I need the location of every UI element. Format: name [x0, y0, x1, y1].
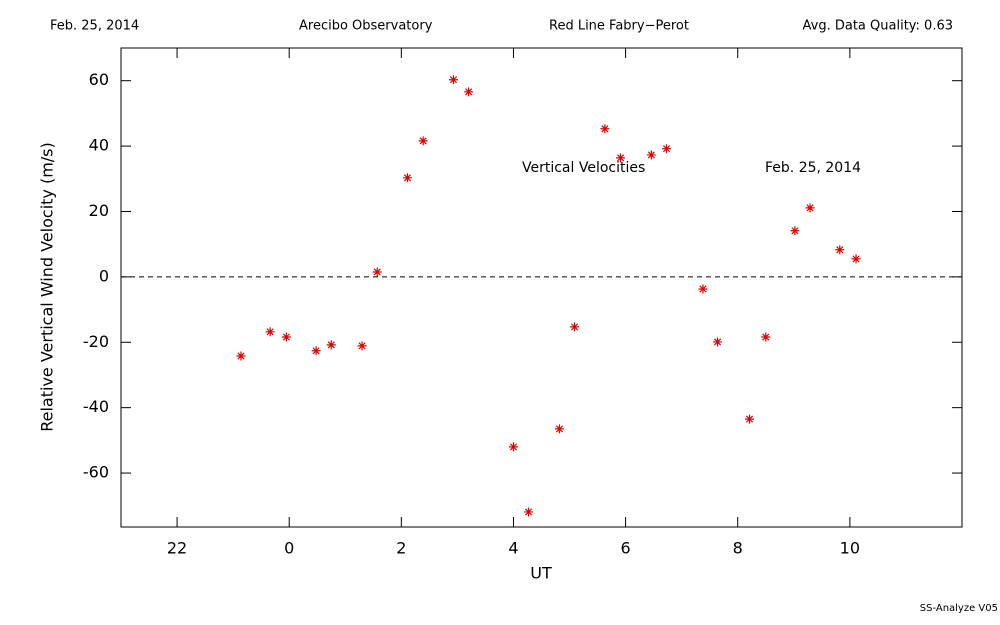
- x-tick-label: 4: [508, 539, 518, 558]
- x-tick-label: 10: [840, 539, 860, 558]
- y-axis-label: Relative Vertical Wind Velocity (m/s): [38, 142, 57, 432]
- plot-frame: [120, 47, 963, 528]
- point: [835, 245, 845, 255]
- x-tick-label: 2: [396, 539, 406, 558]
- point: [524, 507, 534, 517]
- x-axis-label: UT: [530, 564, 552, 583]
- point: [236, 351, 246, 361]
- footer: SS-Analyze V05: [920, 603, 998, 614]
- point: [403, 173, 413, 183]
- point: [311, 346, 321, 356]
- point: [646, 150, 656, 160]
- point: [600, 124, 610, 134]
- x-tick-label: 22: [167, 539, 187, 558]
- header-date: Feb. 25, 2014: [50, 19, 139, 34]
- point: [713, 337, 723, 347]
- y-tick-label: 40: [89, 136, 109, 155]
- point: [851, 254, 861, 264]
- point: [805, 203, 815, 213]
- point: [281, 332, 291, 342]
- point: [662, 144, 672, 154]
- point: [508, 442, 518, 452]
- point: [761, 332, 771, 342]
- point: [570, 322, 580, 332]
- point: [464, 87, 474, 97]
- annotation: Feb. 25, 2014: [765, 160, 861, 176]
- point: [745, 414, 755, 424]
- point: [326, 340, 336, 350]
- x-tick-label: 0: [284, 539, 294, 558]
- y-tick-label: 0: [99, 266, 109, 285]
- point: [357, 341, 367, 351]
- point: [790, 226, 800, 236]
- header-site: Arecibo Observatory: [299, 19, 433, 34]
- y-tick-label: 60: [89, 70, 109, 89]
- y-tick-label: 20: [89, 201, 109, 220]
- point: [418, 136, 428, 146]
- x-tick-label: 6: [621, 539, 631, 558]
- y-tick-label: -20: [83, 332, 109, 351]
- point: [372, 267, 382, 277]
- annotation: Vertical Velocities: [522, 160, 645, 176]
- header-quality: Avg. Data Quality: 0.63: [803, 19, 953, 34]
- point: [554, 424, 564, 434]
- y-tick-label: -40: [83, 397, 109, 416]
- point: [698, 284, 708, 294]
- x-tick-label: 8: [733, 539, 743, 558]
- point: [616, 153, 626, 163]
- header-instrument: Red Line Fabry−Perot: [549, 19, 689, 34]
- y-tick-label: -60: [83, 463, 109, 482]
- point: [265, 327, 275, 337]
- point: [448, 75, 458, 85]
